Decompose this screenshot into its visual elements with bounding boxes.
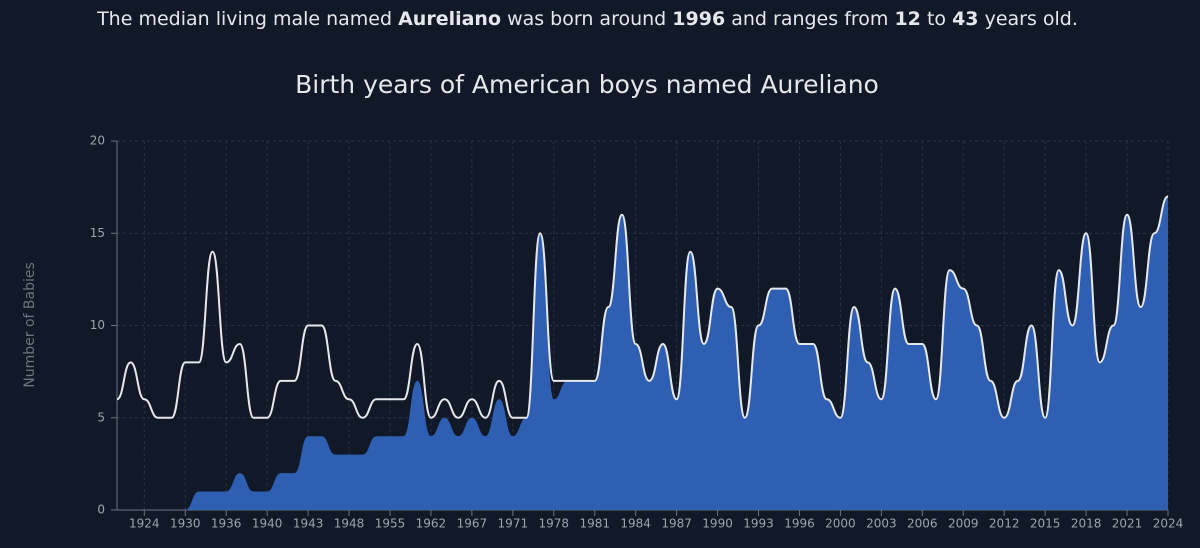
x-tick-label: 2012 [989,517,1020,531]
summary-text: and ranges from [731,8,889,30]
summary: The median living male named Aureliano w… [0,8,1175,30]
area [117,196,1168,510]
x-tick-label: 1962 [416,517,447,531]
x-tick-label: 1996 [784,517,815,531]
x-tick-label: 2018 [1071,517,1102,531]
summary-year: 1996 [672,8,726,30]
x-tick-label: 1940 [252,517,283,531]
x-tick-label: 1981 [579,517,610,531]
x-tick-label: 1943 [293,517,324,531]
y-tick-label: 0 [97,503,105,517]
x-tick-label: 1990 [702,517,733,531]
summary-text: years old. [984,8,1078,30]
summary-text: The median living male named [97,8,393,30]
summary-text: to [926,8,947,30]
x-tick-label: 1967 [457,517,488,531]
x-tick-label: 1955 [375,517,406,531]
y-tick-label: 10 [90,318,105,332]
y-axis-label: Number of Babies [22,262,38,388]
chart-title: Birth years of American boys named Aurel… [295,70,879,99]
x-tick-label: 1930 [170,517,201,531]
y-tick-label: 5 [97,410,105,424]
x-tick-label: 2006 [907,517,938,531]
x-tick-label: 1948 [334,517,365,531]
y-tick-label: 15 [90,226,105,240]
x-tick-label: 1978 [539,517,570,531]
x-tick-label: 1936 [211,517,242,531]
x-tick-label: 2015 [1030,517,1061,531]
x-tick-label: 1987 [661,517,692,531]
x-tick-label: 1993 [743,517,774,531]
summary-name: Aureliano [398,8,502,30]
summary-age: 12 [894,8,921,30]
x-tick-label: 2024 [1153,517,1184,531]
x-tick-label: 2021 [1112,517,1143,531]
x-tick-label: 1971 [498,517,529,531]
x-tick-label: 1924 [129,517,160,531]
line [116,195,1169,419]
x-tick-label: 1984 [620,517,651,531]
x-tick-label: 2000 [825,517,856,531]
summary-age: 43 [952,8,979,30]
y-tick-label: 20 [90,134,105,148]
x-tick-label: 2003 [866,517,897,531]
summary-text: was born around [507,8,667,30]
x-tick-label: 2009 [948,517,979,531]
